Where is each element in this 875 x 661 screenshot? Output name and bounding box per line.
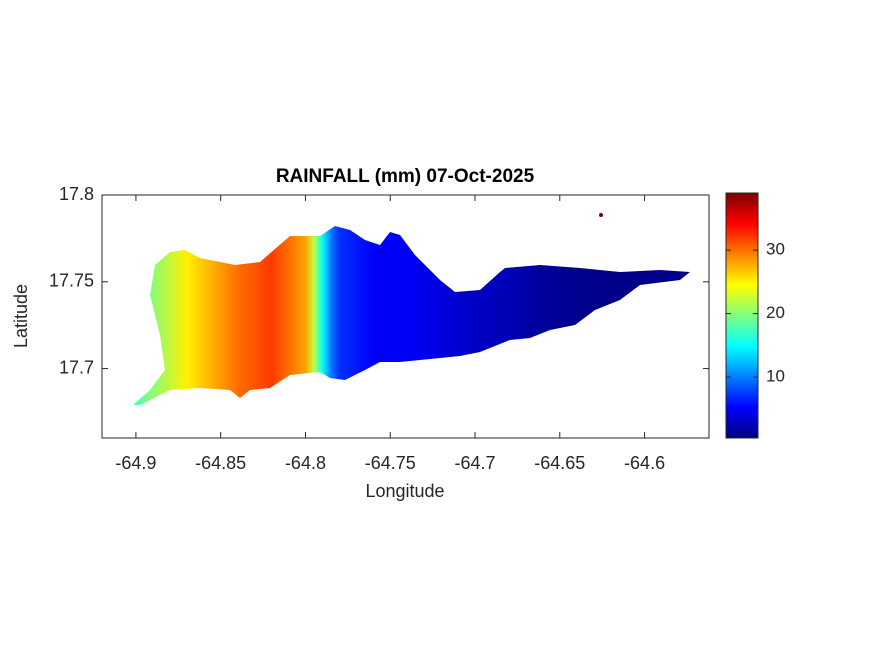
x-tick-label: -64.8 bbox=[285, 453, 326, 473]
chart-title: RAINFALL (mm) 07-Oct-2025 bbox=[276, 166, 535, 187]
y-tick-label: 17.7 bbox=[59, 357, 94, 377]
x-tick-label: -64.85 bbox=[195, 453, 246, 473]
x-tick-label: -64.65 bbox=[534, 453, 585, 473]
y-tick-label: 17.75 bbox=[49, 271, 94, 291]
x-axis-label: Longitude bbox=[365, 481, 444, 501]
x-tick-label: -64.7 bbox=[455, 453, 496, 473]
colorbar-tick-label: 10 bbox=[766, 367, 785, 386]
x-tick-label: -64.9 bbox=[115, 453, 156, 473]
x-tick-label: -64.75 bbox=[365, 453, 416, 473]
colorbar bbox=[725, 192, 759, 439]
colorbar-tick-label: 20 bbox=[766, 303, 785, 322]
y-axis-label: Latitude bbox=[11, 284, 31, 348]
y-tick-label: 17.8 bbox=[59, 184, 94, 204]
x-tick-label: -64.6 bbox=[624, 453, 665, 473]
islet bbox=[599, 213, 603, 217]
axes-box bbox=[101, 194, 710, 439]
colorbar-tick-label: 30 bbox=[766, 240, 785, 259]
